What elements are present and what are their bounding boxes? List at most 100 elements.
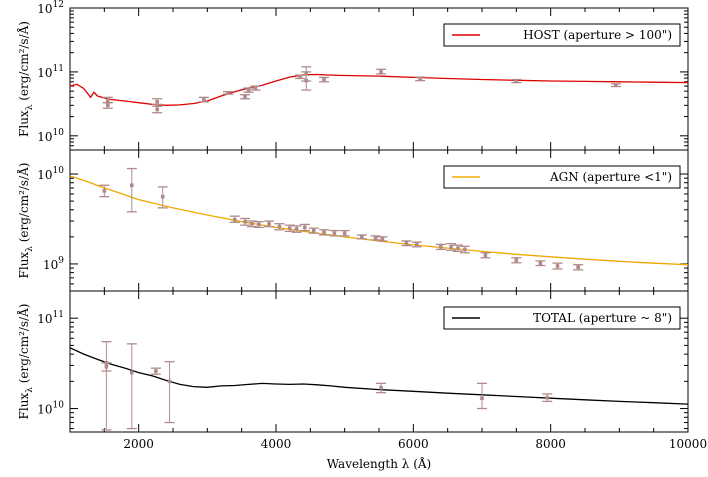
y-tick-label: 1011 xyxy=(37,64,64,80)
data-point xyxy=(376,382,387,394)
point-marker xyxy=(287,226,292,230)
legend-box xyxy=(443,165,681,189)
data-point xyxy=(101,362,112,372)
y-axis-label: Fluxλ (erg/cm²/s/Å) xyxy=(16,304,35,420)
y-axis-label-part: Flux xyxy=(17,110,31,137)
point-marker xyxy=(202,97,206,102)
point-marker xyxy=(514,258,519,263)
point-marker xyxy=(155,100,160,104)
data-point xyxy=(150,367,161,375)
point-marker xyxy=(130,370,134,375)
legend-box xyxy=(443,23,681,47)
data-point xyxy=(411,241,422,248)
y-tick-exponent: 9 xyxy=(58,256,64,266)
point-marker xyxy=(514,79,519,83)
x-axis-label: Wavelength λ (Å) xyxy=(327,456,432,471)
data-point xyxy=(295,74,306,80)
y-tick-base: 10 xyxy=(37,2,52,16)
point-marker xyxy=(360,235,364,239)
data-point xyxy=(243,87,254,93)
data-point xyxy=(126,167,137,213)
data-point xyxy=(535,260,546,267)
point-marker xyxy=(154,369,158,373)
y-axis-label-part: Flux xyxy=(17,393,31,420)
point-marker xyxy=(167,379,172,384)
data-point xyxy=(319,229,330,236)
point-marker xyxy=(342,231,347,235)
data-point xyxy=(319,76,330,83)
data-point xyxy=(459,245,470,254)
point-marker xyxy=(102,189,107,193)
y-tick-label: 1012 xyxy=(37,0,64,16)
data-point xyxy=(308,227,319,234)
y-axis-label-subscript: λ xyxy=(25,246,35,252)
point-marker xyxy=(105,103,110,108)
y-tick-exponent: 12 xyxy=(53,0,64,10)
point-marker xyxy=(373,236,378,240)
data-point xyxy=(198,96,209,103)
point-marker xyxy=(404,241,409,246)
data-point xyxy=(126,343,137,430)
y-axis-label-part: (erg/cm²/s/Å) xyxy=(16,304,31,388)
data-point xyxy=(435,243,446,251)
point-marker xyxy=(414,242,419,247)
y-axis-label-subscript: λ xyxy=(25,387,35,393)
point-marker xyxy=(463,247,467,252)
data-point xyxy=(264,220,275,228)
y-tick-exponent: 10 xyxy=(53,128,65,138)
point-marker xyxy=(449,245,453,249)
point-marker xyxy=(155,107,160,112)
y-tick-base: 10 xyxy=(37,66,52,80)
data-point xyxy=(511,257,522,264)
data-point xyxy=(274,223,285,231)
point-marker xyxy=(576,265,580,269)
y-axis-label: Fluxλ (erg/cm²/s/Å) xyxy=(16,163,35,279)
y-tick-label: 109 xyxy=(43,256,64,272)
data-point xyxy=(152,98,163,106)
y-tick-label: 1011 xyxy=(37,310,64,326)
point-marker xyxy=(379,385,383,390)
point-marker xyxy=(322,77,326,82)
point-marker xyxy=(304,78,309,83)
x-tick-label: 8000 xyxy=(535,437,566,451)
point-marker xyxy=(380,237,385,241)
data-point xyxy=(246,220,257,228)
y-axis-label: Fluxλ (erg/cm²/s/Å) xyxy=(16,21,35,137)
data-point xyxy=(542,393,553,403)
data-point xyxy=(339,229,350,237)
point-marker xyxy=(104,364,109,369)
legend-label: TOTAL (aperture ~ 8") xyxy=(533,311,672,325)
point-marker xyxy=(257,222,261,227)
y-tick-exponent: 10 xyxy=(53,166,65,176)
data-point xyxy=(446,243,457,251)
point-marker xyxy=(555,264,560,268)
data-point xyxy=(552,262,563,270)
point-marker xyxy=(160,194,165,199)
point-marker xyxy=(303,225,307,230)
data-point xyxy=(240,217,251,226)
point-marker xyxy=(538,261,543,265)
point-marker xyxy=(105,98,110,103)
y-tick-label: 1010 xyxy=(37,166,64,182)
y-tick-base: 10 xyxy=(37,312,52,326)
point-marker xyxy=(456,246,460,250)
y-axis-label-part: (erg/cm²/s/Å) xyxy=(16,21,31,105)
point-marker xyxy=(253,86,258,90)
y-tick-exponent: 10 xyxy=(53,401,65,411)
data-point xyxy=(329,229,340,237)
data-point xyxy=(222,91,233,95)
series-line-total xyxy=(70,347,688,405)
data-point xyxy=(152,105,163,114)
y-axis-label-subscript: λ xyxy=(25,104,35,110)
point-marker xyxy=(332,231,337,235)
y-tick-base: 10 xyxy=(37,130,52,144)
data-point xyxy=(573,264,584,271)
data-point xyxy=(370,235,381,241)
y-tick-label: 1010 xyxy=(37,128,64,144)
data-point xyxy=(291,225,302,233)
point-marker xyxy=(130,183,134,188)
data-point xyxy=(511,78,522,84)
data-point xyxy=(415,76,426,82)
point-marker xyxy=(250,221,254,226)
